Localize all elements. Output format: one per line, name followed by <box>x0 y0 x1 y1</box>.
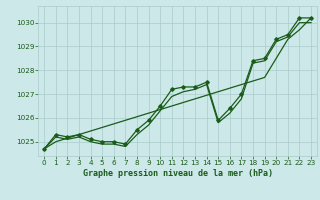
X-axis label: Graphe pression niveau de la mer (hPa): Graphe pression niveau de la mer (hPa) <box>83 169 273 178</box>
